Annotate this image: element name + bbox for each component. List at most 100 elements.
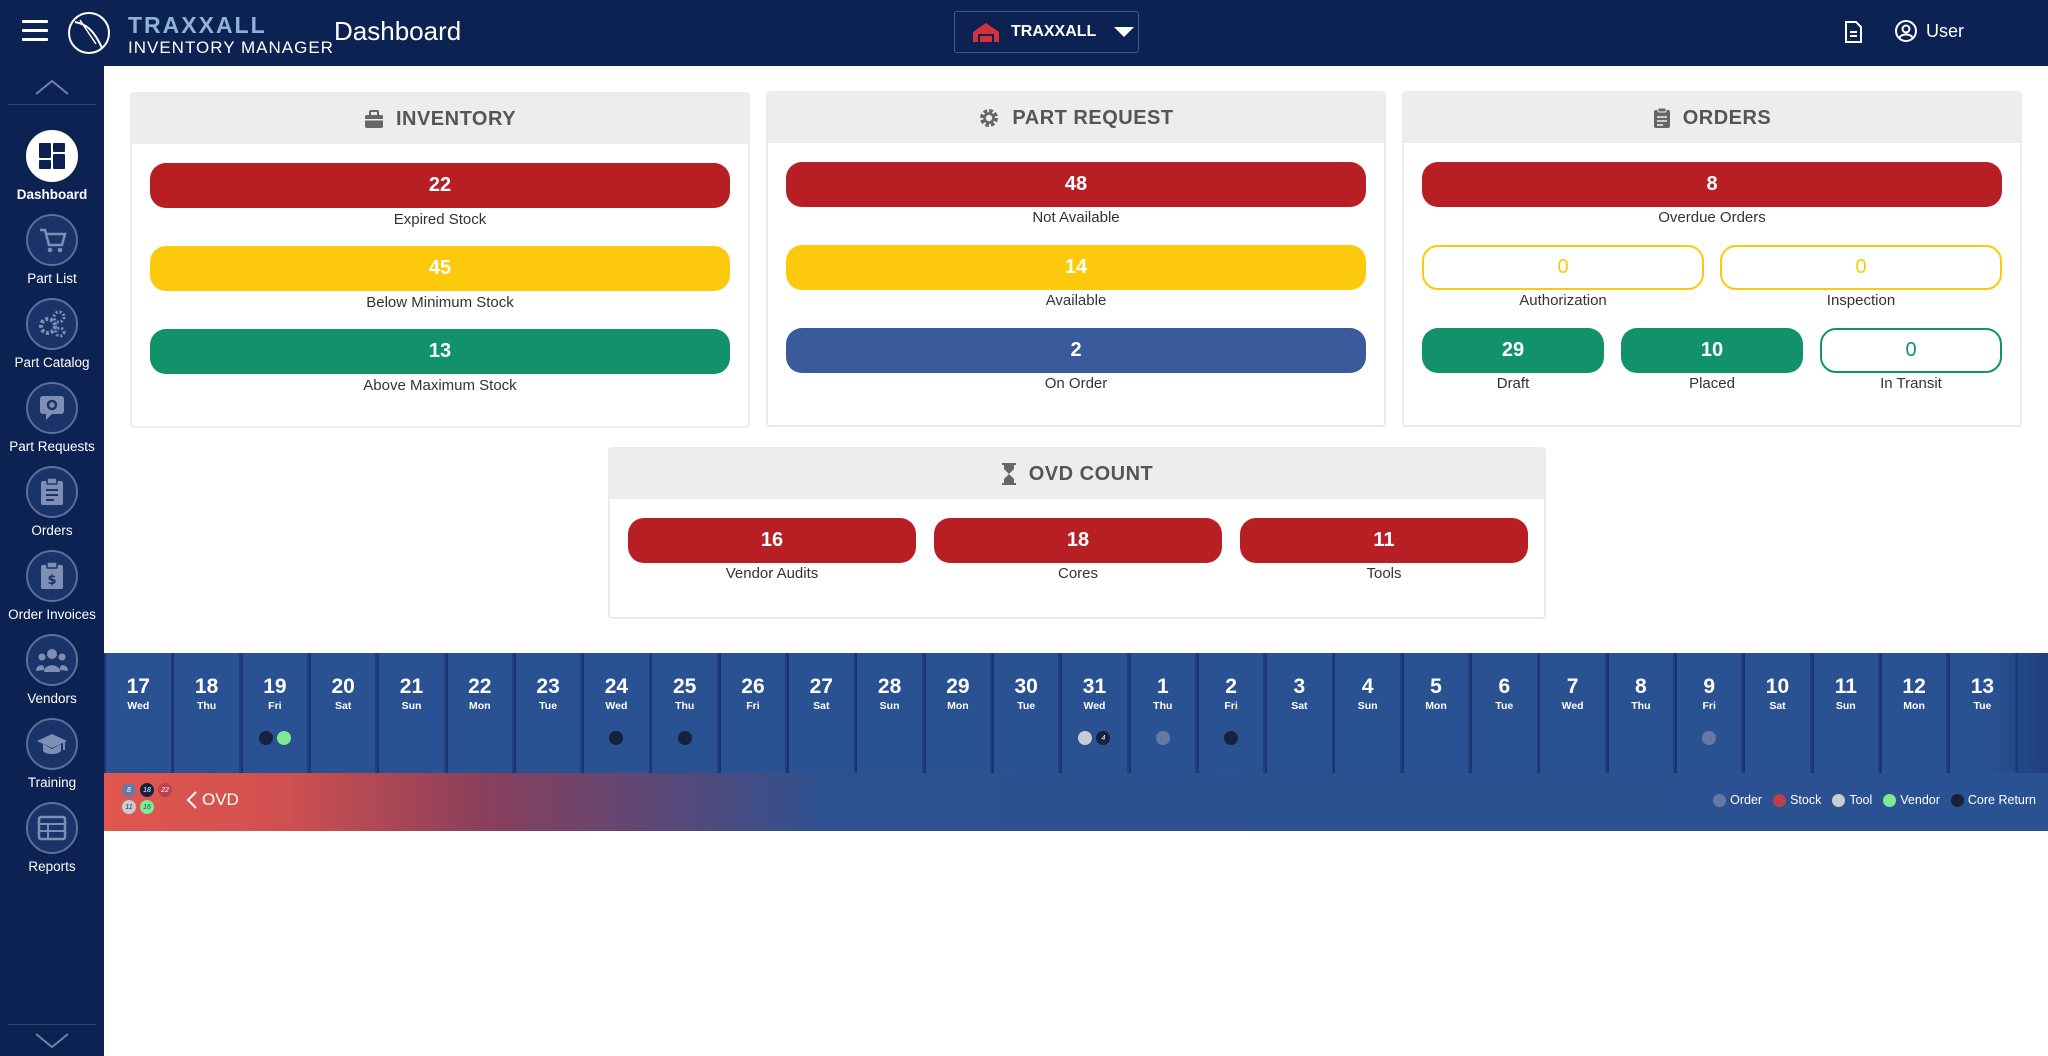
tools-pill[interactable]: 11: [1240, 518, 1528, 563]
calendar-day[interactable]: 24 Wed: [582, 653, 649, 773]
calendar-day[interactable]: 1 Thu: [1128, 653, 1196, 773]
calendar-day[interactable]: 6 Tue: [1470, 653, 1537, 773]
vendor-event-dot[interactable]: [276, 731, 291, 745]
calendar-day-number: 26: [741, 675, 765, 698]
calendar-day[interactable]: 25 Thu: [650, 653, 717, 773]
expired-stock-label: Expired Stock: [393, 211, 487, 228]
calendar-day[interactable]: 27 Sat: [787, 653, 854, 773]
sidebar-item-orders[interactable]: Orders: [0, 466, 104, 538]
calendar-day[interactable]: 30 Tue: [991, 653, 1059, 773]
calendar-day-weekday: Mon: [469, 700, 491, 712]
company-select-label: TRAXXALL: [1011, 23, 1097, 40]
sidebar-item-part-requests[interactable]: Part Requests: [0, 382, 104, 454]
calendar-day[interactable]: 12 Mon: [1879, 653, 1947, 773]
calendar-day-weekday: Sun: [879, 700, 900, 712]
in-transit-pill[interactable]: 0: [1820, 328, 2002, 373]
calendar-day-weekday: Sun: [1835, 700, 1856, 712]
user-menu[interactable]: User: [1894, 19, 1964, 43]
draft-pill[interactable]: 29: [1422, 328, 1604, 373]
vendor-audits-label: Vendor Audits: [725, 565, 819, 582]
sidebar-item-vendors[interactable]: Vendors: [0, 634, 104, 706]
calendar-day[interactable]: 8 Thu: [1606, 653, 1674, 773]
below-minimum-stock-label: Below Minimum Stock: [366, 294, 514, 311]
not-available-pill[interactable]: 48: [786, 162, 1366, 207]
calendar-day[interactable]: 31 Wed 4: [1060, 653, 1127, 773]
company-select[interactable]: TRAXXALL: [954, 11, 1139, 53]
calendar-day[interactable]: 28 Sun: [855, 653, 922, 773]
hourglass-icon: [1001, 463, 1016, 485]
ovd-count-card-header: OVD COUNT: [610, 449, 1544, 499]
sidebar-item-training[interactable]: Training: [0, 718, 104, 790]
above-maximum-stock-pill[interactable]: 13: [150, 329, 730, 374]
calendar-day[interactable]: 3 Sat: [1265, 653, 1332, 773]
brand-top-text: TRAXXALL: [128, 12, 267, 38]
calendar-day[interactable]: 18 Thu: [172, 653, 239, 773]
sidebar-item-part-catalog[interactable]: Part Catalog: [0, 298, 104, 370]
calendar-day-number: 1: [1156, 675, 1169, 698]
calendar-day-number: 24: [604, 675, 629, 698]
expired-stock-pill[interactable]: 22: [150, 163, 730, 208]
inspection-pill[interactable]: 0: [1720, 245, 2002, 290]
calendar-day[interactable]: 11 Sun: [1811, 653, 1879, 773]
calendar-day-number: 29: [946, 675, 970, 698]
legend-order: Order: [1713, 793, 1762, 807]
on-order-pill[interactable]: 2: [786, 328, 1366, 373]
sidebar-item-order-invoices[interactable]: $ Order Invoices: [0, 550, 104, 622]
request-icon: [26, 382, 78, 434]
hamburger-menu-icon[interactable]: [22, 20, 48, 42]
clipboard-icon: [26, 466, 78, 518]
calendar-day-number: 20: [331, 675, 355, 698]
sidebar-item-reports[interactable]: Reports: [0, 802, 104, 874]
core-event-dot[interactable]: 4: [1096, 731, 1111, 745]
vendor-audits-pill[interactable]: 16: [628, 518, 916, 563]
legend-label: Tool: [1849, 793, 1873, 807]
not-available-label: Not Available: [1032, 209, 1120, 226]
calendar-day[interactable]: 10 Sat: [1743, 653, 1810, 773]
core-event-dot[interactable]: [258, 731, 273, 745]
core-event-dot[interactable]: [609, 731, 624, 745]
calendar-day[interactable]: 9 Fri: [1674, 653, 1742, 773]
calendar-strip: 17 Wed 18 Thu 19 Fri 20 Sat 21 Sun 22 Mon 23 Tue 24 Wed…: [104, 653, 2048, 773]
calendar-day[interactable]: 21 Sun: [377, 653, 444, 773]
overdue-orders-pill[interactable]: 8: [1422, 162, 2002, 207]
calendar-day[interactable]: 5 Mon: [1401, 653, 1469, 773]
chevron-down-icon[interactable]: [34, 1032, 70, 1050]
available-pill[interactable]: 14: [786, 245, 1366, 290]
orders-card-header: ORDERS: [1404, 93, 2020, 143]
order-event-dot[interactable]: [1155, 731, 1170, 745]
document-icon[interactable]: [1842, 20, 1864, 44]
tool-event-dot[interactable]: [1078, 731, 1093, 745]
sidebar-item-label: Part Catalog: [14, 355, 90, 370]
legend-tool: Tool: [1832, 793, 1872, 807]
calendar-day[interactable]: 22 Mon: [445, 653, 513, 773]
authorization-pill[interactable]: 0: [1422, 245, 1704, 290]
sidebar-item-dashboard[interactable]: Dashboard: [0, 130, 104, 202]
calendar-day[interactable]: 4 Sun: [1333, 653, 1400, 773]
chevron-up-icon[interactable]: [34, 78, 70, 96]
calendar-day[interactable]: 26 Fri: [718, 653, 786, 773]
calendar-day-events: [243, 731, 308, 745]
legend-core-return: Core Return: [1950, 793, 2036, 807]
calendar-day[interactable]: 29 Mon: [923, 653, 991, 773]
core-event-dot[interactable]: [1224, 731, 1239, 745]
ovd-bar: 8 18 22 11 16 OVD Order Stock Tool Vendo…: [104, 773, 2048, 831]
calendar-day-weekday: Thu: [675, 700, 695, 712]
calendar-day[interactable]: 7 Wed: [1538, 653, 1605, 773]
traxxall-logo-icon: [68, 12, 110, 54]
cores-pill[interactable]: 18: [934, 518, 1222, 563]
legend-label: Core Return: [1967, 793, 2036, 807]
calendar-day-number: 8: [1635, 675, 1647, 698]
sidebar-item-part-list[interactable]: Part List: [0, 214, 104, 286]
ovd-toggle[interactable]: OVD: [186, 790, 239, 810]
calendar-day[interactable]: 19 Fri: [240, 653, 308, 773]
core-event-dot[interactable]: [677, 731, 692, 745]
calendar-day[interactable]: 17 Wed: [104, 653, 171, 773]
order-event-dot[interactable]: [1702, 731, 1717, 745]
calendar-day[interactable]: 20 Sat: [308, 653, 376, 773]
calendar-day-weekday: Sun: [1357, 700, 1378, 712]
calendar-day-weekday: Wed: [605, 700, 628, 712]
placed-pill[interactable]: 10: [1621, 328, 1803, 373]
calendar-day[interactable]: 2 Fri: [1196, 653, 1264, 773]
below-minimum-stock-pill[interactable]: 45: [150, 246, 730, 291]
calendar-day[interactable]: 23 Tue: [513, 653, 581, 773]
